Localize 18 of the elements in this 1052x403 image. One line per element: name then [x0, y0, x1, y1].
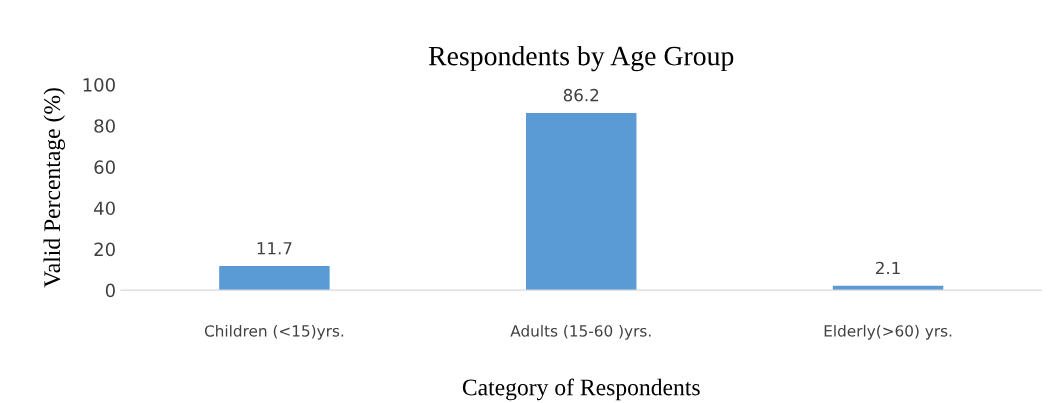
data-label: 2.1: [876, 261, 900, 275]
data-label: 11.7: [257, 242, 292, 255]
x-tick-label: Children (<15)yrs.: [204, 324, 344, 340]
y-tick-label: 40: [94, 201, 115, 216]
x-axis-title: Category of Respondents: [462, 378, 700, 401]
y-tick-label: 20: [94, 242, 115, 257]
y-tick-label: 60: [94, 160, 115, 174]
x-tick-label: Adults (15-60 )yrs.: [510, 324, 651, 340]
chart-title: Respondents by Age Group: [428, 45, 734, 72]
bar: [526, 112, 637, 291]
x-tick-label: Elderly(>60) yrs.: [824, 324, 952, 340]
data-label: 86.2: [563, 88, 599, 102]
bar: [832, 285, 944, 291]
y-axis-title: Valid Percentage (%): [43, 88, 65, 288]
y-tick-label: 80: [94, 119, 115, 133]
bar: [219, 266, 330, 291]
y-tick-label: 100: [83, 78, 115, 92]
y-tick-label: 0: [105, 283, 115, 298]
